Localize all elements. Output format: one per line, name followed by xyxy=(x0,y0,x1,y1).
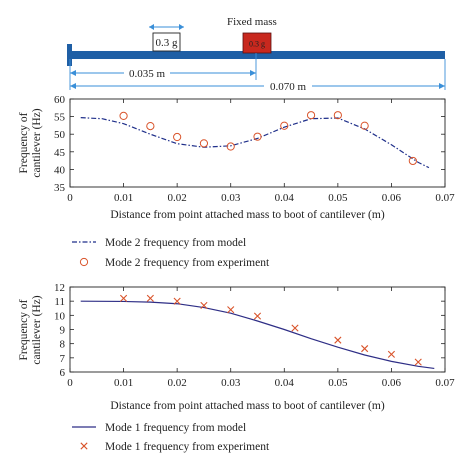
mode1-series-1-point xyxy=(361,345,369,353)
mode1-y-axis-label: Frequency ofcantilever (Hz) xyxy=(18,295,43,364)
mode2-series-1-point xyxy=(119,111,128,120)
mode1-x-tick-label: 0.03 xyxy=(221,377,241,389)
mode1-series-0-line xyxy=(80,300,435,370)
mode2-x-tick-label: 0.03 xyxy=(221,192,241,204)
mode2-series-1-point xyxy=(146,122,155,131)
mode2-x-tick-label: 0.02 xyxy=(168,192,187,204)
mode1-y-tick-label: 8 xyxy=(60,339,66,351)
mode1-y-tick-label: 11 xyxy=(54,296,65,308)
mode1-chart: 0 0.01 0.02 0.03 0.04 0.05 0.06 0.07 6 7 8 9 10 11 12 F… xyxy=(18,282,455,453)
dim-short-label: 0.035 m xyxy=(129,68,166,80)
mode2-series-1-point xyxy=(226,142,235,151)
mode2-series-1-point xyxy=(360,121,369,130)
mode1-y-tick-label: 9 xyxy=(60,325,66,337)
fixed-mass-label: Fixed mass xyxy=(227,16,277,28)
mode2-y-tick-label: 60 xyxy=(54,94,66,106)
mode2-series-1-point xyxy=(408,156,417,166)
mode1-series-1-point xyxy=(414,358,422,366)
mode1-x-tick-label: 0.02 xyxy=(168,377,187,389)
mode1-x-axis-label: Distance from point attached mass to boo… xyxy=(110,400,384,412)
mode1-series-1-point xyxy=(253,312,262,320)
mode1-y-tick-label: 12 xyxy=(54,282,65,294)
moving-mass-box xyxy=(152,32,181,52)
dim-long-head-right xyxy=(439,83,445,89)
mode1-x-tick-label: 0.05 xyxy=(328,377,348,389)
mode2-y-tick-label: 40 xyxy=(54,164,66,176)
mode1-series-1-point xyxy=(200,301,208,310)
mode1-x-tick-label: 0.04 xyxy=(275,377,295,389)
moving-mass-arrow-head-right xyxy=(179,24,184,30)
dim-long-label: 0.070 m xyxy=(270,81,307,93)
mode2-plot-frame xyxy=(69,98,446,188)
mode2-x-tick-label: 0.06 xyxy=(382,192,402,204)
mode1-series-1-point xyxy=(387,350,396,358)
mode1-x-tick-label: 0.06 xyxy=(382,377,402,389)
mode2-y-tick-label: 45 xyxy=(54,147,66,159)
mode1-series-1-point xyxy=(119,294,128,302)
fixed-mass-block-label: 0.3 g xyxy=(249,40,265,49)
mode2-y-tick-label: 35 xyxy=(54,182,66,194)
mode2-x-tick-label: 0.07 xyxy=(435,192,455,204)
mode2-series-1-legend-swatch xyxy=(79,257,89,267)
mode2-series-0-line xyxy=(80,117,430,169)
cantilever-schematic: 0.3 g Fixed mass 0.3 g 0.035 m 0.070 m xyxy=(67,16,446,93)
mode2-x-tick-label: 0 xyxy=(67,192,73,204)
mode1-x-tick-label: 0.07 xyxy=(435,377,455,389)
mode1-y-tick-label: 6 xyxy=(60,367,66,379)
mode2-chart: 0 0.01 0.02 0.03 0.04 0.05 0.06 0.07 35 40 45 50 55 6… xyxy=(18,94,455,269)
mode2-series-1-legend-label: Mode 2 frequency from experiment xyxy=(105,257,270,269)
cantilever-clamp xyxy=(67,44,72,66)
mode2-series-1-point xyxy=(199,139,209,148)
mode1-x-tick-label: 0 xyxy=(67,377,73,389)
mode2-y-axis-label: Frequency ofcantilever (Hz) xyxy=(18,108,43,177)
dim-short-head-right xyxy=(250,70,256,76)
fixed-mass-block xyxy=(242,32,272,54)
mode2-series-1-point xyxy=(173,132,182,142)
mode1-series-1-point xyxy=(334,336,342,344)
moving-mass-arrow-head-left xyxy=(149,24,154,30)
mode1-series-1-point xyxy=(291,324,299,332)
dim-short-head-left xyxy=(70,70,76,76)
mode1-series-1-legend-swatch xyxy=(80,442,88,450)
dim-long-head-left xyxy=(70,83,76,89)
mode2-series-1-point xyxy=(306,111,316,120)
mode1-series-1-legend-label: Mode 1 frequency from experiment xyxy=(105,441,270,453)
mode2-series-1-point xyxy=(280,121,289,130)
mode1-x-tick-label: 0.01 xyxy=(114,377,133,389)
mode2-x-tick-label: 0.05 xyxy=(328,192,348,204)
mode1-series-1-point xyxy=(227,306,235,314)
mode2-x-axis-label: Distance from point attached mass to boo… xyxy=(110,209,384,221)
mode2-x-tick-label: 0.04 xyxy=(275,192,295,204)
moving-mass-label: 0.3 g xyxy=(156,37,179,49)
mode1-plot-frame xyxy=(69,286,446,373)
mode2-y-tick-label: 55 xyxy=(54,112,66,124)
mode1-series-1-point xyxy=(146,294,154,302)
mode2-x-tick-label: 0.01 xyxy=(114,192,133,204)
mode1-series-1-point xyxy=(173,297,181,305)
mode2-series-1-point xyxy=(333,111,342,120)
mode1-series-0-legend-label: Mode 1 frequency from model xyxy=(105,422,246,434)
mode2-series-0-legend-label: Mode 2 frequency from model xyxy=(105,237,246,249)
mode1-y-tick-label: 7 xyxy=(60,353,66,365)
cantilever-beam xyxy=(70,51,445,59)
mode2-y-tick-label: 50 xyxy=(54,129,66,141)
mode1-y-tick-label: 10 xyxy=(54,310,66,322)
mode2-series-1-point xyxy=(253,132,262,141)
